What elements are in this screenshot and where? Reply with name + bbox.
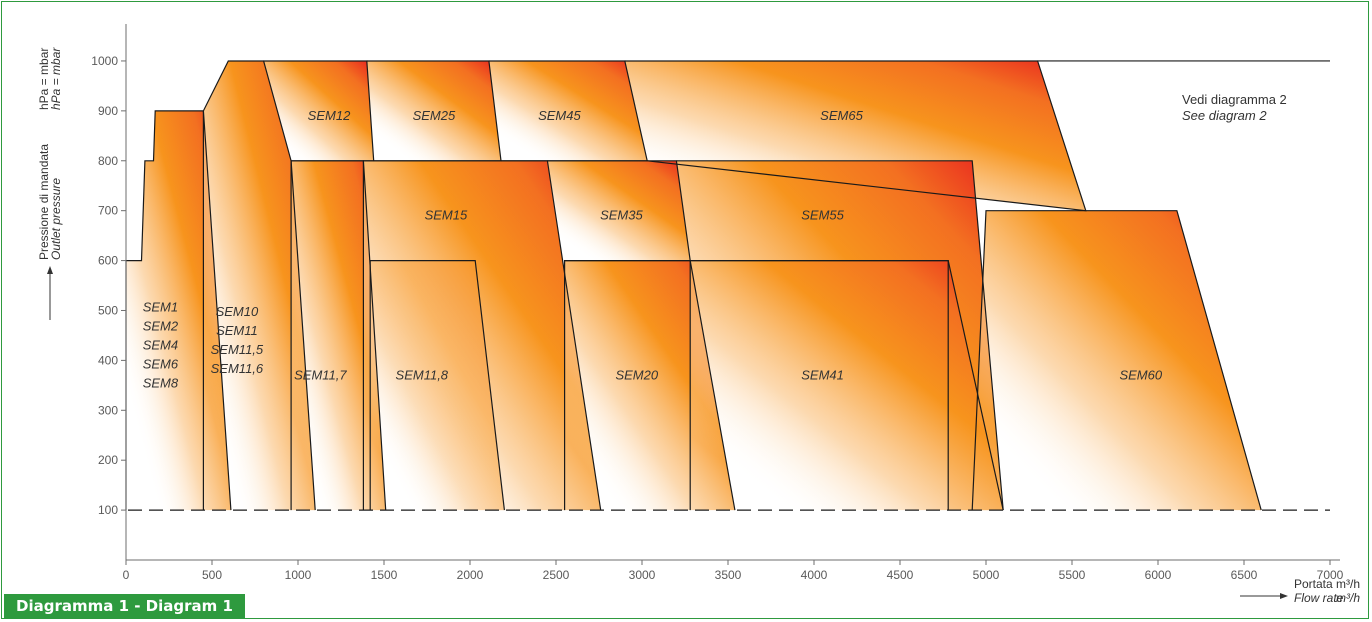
y-tick-label: 700 <box>98 204 118 218</box>
region-outline-sem20 <box>564 260 736 511</box>
y-tick-label: 100 <box>98 503 118 517</box>
x-tick-label: 7000 <box>1317 568 1344 582</box>
x-tick-label: 2000 <box>457 568 484 582</box>
y-tick-label: 900 <box>98 104 118 118</box>
y-tick-label: 200 <box>98 453 118 467</box>
region-fill-sem45 <box>488 61 648 161</box>
x-axis-title-en: Flow rate <box>1294 591 1344 605</box>
x-tick-label: 5000 <box>973 568 1000 582</box>
x-tick-label: 5500 <box>1059 568 1086 582</box>
region-label-sem35: SEM35 <box>600 208 643 223</box>
chart-region-labels: SEM1 SEM2 SEM4 SEM6 SEM8 SEM10 SEM11 SEM11,5 SEM… <box>143 108 1163 391</box>
x-tick-label: 4000 <box>801 568 828 582</box>
y-tick-label: 800 <box>98 154 118 168</box>
region-outline-sem65 <box>624 60 1087 212</box>
y-tick-label: 400 <box>98 353 118 367</box>
region-label-sem60: SEM60 <box>1119 367 1162 382</box>
y-axis-arrow <box>47 266 53 320</box>
region-label-sem11-7: SEM11,7 <box>294 367 347 382</box>
diagram-caption: Diagramma 1 - Diagram 1 <box>4 594 245 618</box>
x-axis-unit-it: m³/h <box>1336 577 1360 591</box>
region-fill-sem25 <box>366 61 501 161</box>
x-tick-label: 0 <box>123 568 130 582</box>
x-tick-label: 4500 <box>887 568 914 582</box>
region-outline-sem41 <box>689 260 1004 511</box>
region-fill-sem60 <box>972 210 1262 511</box>
x-tick-label: 500 <box>202 568 222 582</box>
y-tick-label: 600 <box>98 254 118 268</box>
y-axis-unit-en: hPa = mbar <box>49 47 63 110</box>
x-tick-label: 2500 <box>543 568 570 582</box>
region-fill-sem41 <box>690 260 1004 511</box>
x-tick-label: 6000 <box>1145 568 1172 582</box>
region-label-sem65: SEM65 <box>820 108 863 123</box>
region-outline-sem1 <box>125 110 232 511</box>
y-axis-unit-it: hPa = mbar <box>37 48 51 110</box>
chart-outlines <box>125 60 1330 511</box>
region-fill-sem11-7 <box>291 160 386 511</box>
chart-regions <box>126 61 1262 511</box>
region-fill-sem12 <box>263 61 374 161</box>
chart-axes: 100 200 300 400 500 600 700 800 900 1000 0 500 1000 1… <box>91 24 1344 582</box>
x-tick-label: 1000 <box>285 568 312 582</box>
region-fill-sem10 <box>203 61 316 511</box>
region-fill-sem55 <box>676 160 1004 511</box>
x-tick-label: 1500 <box>371 568 398 582</box>
y-axis-title: Pressione di mandata Outlet pressure hPa… <box>37 47 63 260</box>
y-tick-label: 300 <box>98 403 118 417</box>
region-label-sem1: SEM1 SEM2 SEM4 SEM6 SEM8 <box>143 299 179 390</box>
region-label-sem41: SEM41 <box>801 367 844 382</box>
region-label-sem11-8: SEM11,8 <box>396 367 449 382</box>
region-label-sem15: SEM15 <box>425 208 468 223</box>
region-outline-sem60 <box>971 210 1262 511</box>
x-axis-arrow <box>1240 593 1288 599</box>
region-label-sem45: SEM45 <box>538 108 581 123</box>
x-tick-label: 3000 <box>629 568 656 582</box>
region-fill-sem15 <box>363 160 601 511</box>
y-axis-title-en: Outlet pressure <box>49 178 63 260</box>
x-axis-unit-en: m³/h <box>1336 591 1360 605</box>
region-outline-sem11-8 <box>369 260 505 511</box>
note-line-1: Vedi diagramma 2 <box>1182 92 1287 107</box>
x-tick-label: 3500 <box>715 568 742 582</box>
note-line-2: See diagram 2 <box>1182 108 1267 123</box>
region-label-sem20: SEM20 <box>615 367 658 382</box>
region-outline-sem12 <box>263 60 375 162</box>
y-tick-label: 1000 <box>91 54 118 68</box>
x-axis-title-it: Portata <box>1294 577 1333 591</box>
region-label-sem10: SEM10 SEM11 SEM11,5 SEM11,6 <box>211 304 264 376</box>
x-tick-label: 6500 <box>1231 568 1258 582</box>
y-axis-title-it: Pressione di mandata <box>37 144 51 260</box>
region-label-sem55: SEM55 <box>801 208 844 223</box>
region-outline-sem15 <box>362 160 602 511</box>
region-fill-sem35 <box>547 160 691 261</box>
region-outline-sem10 <box>202 60 316 511</box>
region-label-sem12: SEM12 <box>308 108 351 123</box>
region-label-sem25: SEM25 <box>413 108 456 123</box>
y-tick-label: 500 <box>98 303 118 317</box>
